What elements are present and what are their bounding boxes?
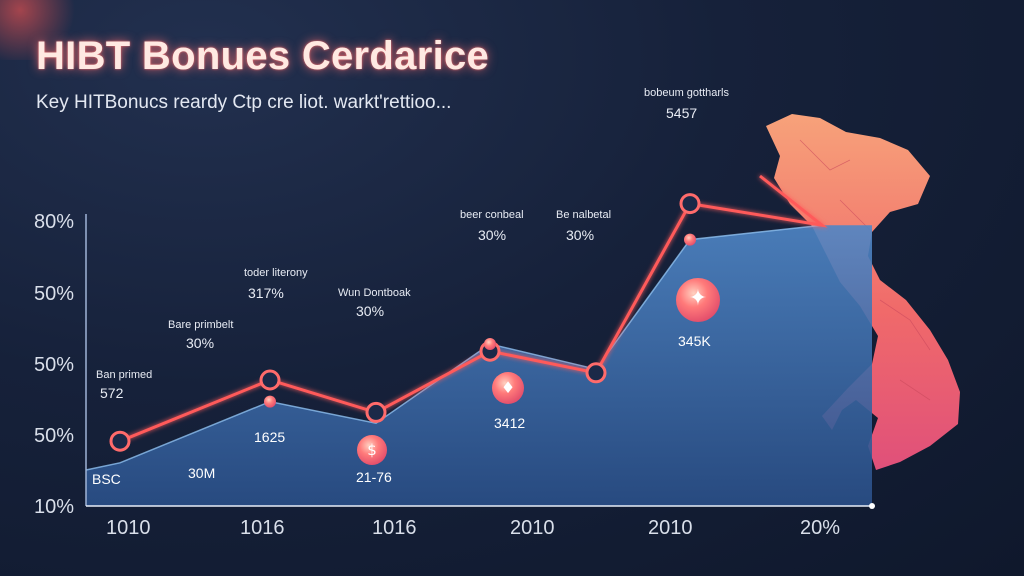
x-tick-label: 1016: [240, 517, 285, 539]
annotation-name: Bare primbelt: [168, 319, 233, 331]
piggy-icon: ♦: [492, 372, 524, 404]
y-tick-label: 50%: [34, 354, 74, 376]
y-tick-label: 80%: [34, 211, 74, 233]
annotation-value: 317%: [248, 285, 284, 301]
y-tick-label: 50%: [34, 425, 74, 447]
point-label: BSC: [92, 471, 121, 487]
annotation-value: 30%: [186, 335, 214, 351]
point-label: 1625: [254, 429, 285, 445]
annotation-value: 30%: [566, 227, 594, 243]
shield-icon: ✦: [676, 278, 720, 322]
area-series: [86, 225, 872, 506]
line-point-marker: [585, 362, 607, 384]
corner-glow: [0, 0, 80, 60]
point-label: 345K: [678, 333, 711, 349]
chart-subtitle: Key HITBonucs reardy Ctp cre liot. warkt…: [36, 92, 452, 113]
line-point-marker: [259, 369, 281, 391]
x-tick-label: 2010: [648, 517, 693, 539]
annotation-name: Wun Dontboak: [338, 287, 411, 299]
area-series-edge: [85, 224, 823, 471]
area-point-marker: [684, 233, 696, 246]
y-tick-label: 10%: [34, 496, 74, 518]
x-tick-label: 1010: [106, 517, 151, 539]
annotation-value: 30%: [478, 227, 506, 243]
line-point-marker: [109, 430, 131, 452]
area-point-marker: [484, 338, 496, 350]
annotation-value: 30%: [356, 303, 384, 319]
svg-text:♦: ♦: [501, 378, 515, 397]
annotation-name: Ban primed: [96, 369, 152, 381]
chart-title: HIBT Bonues Cerdarice: [36, 34, 490, 78]
annotation-name: Be nalbetal: [556, 209, 611, 221]
annotation-name: toder literony: [244, 267, 308, 279]
line-series: [119, 174, 828, 443]
point-label: 3412: [494, 415, 525, 431]
point-label: 30M: [188, 465, 215, 481]
annotation-value: 5457: [666, 105, 697, 121]
annotation-name: bobeum gottharls: [644, 87, 729, 99]
x-tick-label: 20%: [800, 517, 840, 539]
line-point-marker: [365, 401, 387, 423]
annotation-value: 572: [100, 385, 124, 401]
y-tick-label: 50%: [34, 283, 74, 305]
svg-text:$: $: [367, 441, 377, 459]
dollar-icon: $: [357, 435, 387, 465]
line-point-marker: [679, 193, 701, 215]
point-label: 21-76: [356, 469, 392, 485]
x-tick-label: 2010: [510, 517, 555, 539]
x-axis-end: [869, 503, 875, 509]
svg-text:✦: ✦: [689, 286, 707, 311]
annotation-name: beer conbeal: [460, 209, 524, 221]
area-point-marker: [264, 395, 276, 408]
map-borders: [799, 139, 931, 401]
x-tick-label: 1016: [372, 517, 417, 539]
